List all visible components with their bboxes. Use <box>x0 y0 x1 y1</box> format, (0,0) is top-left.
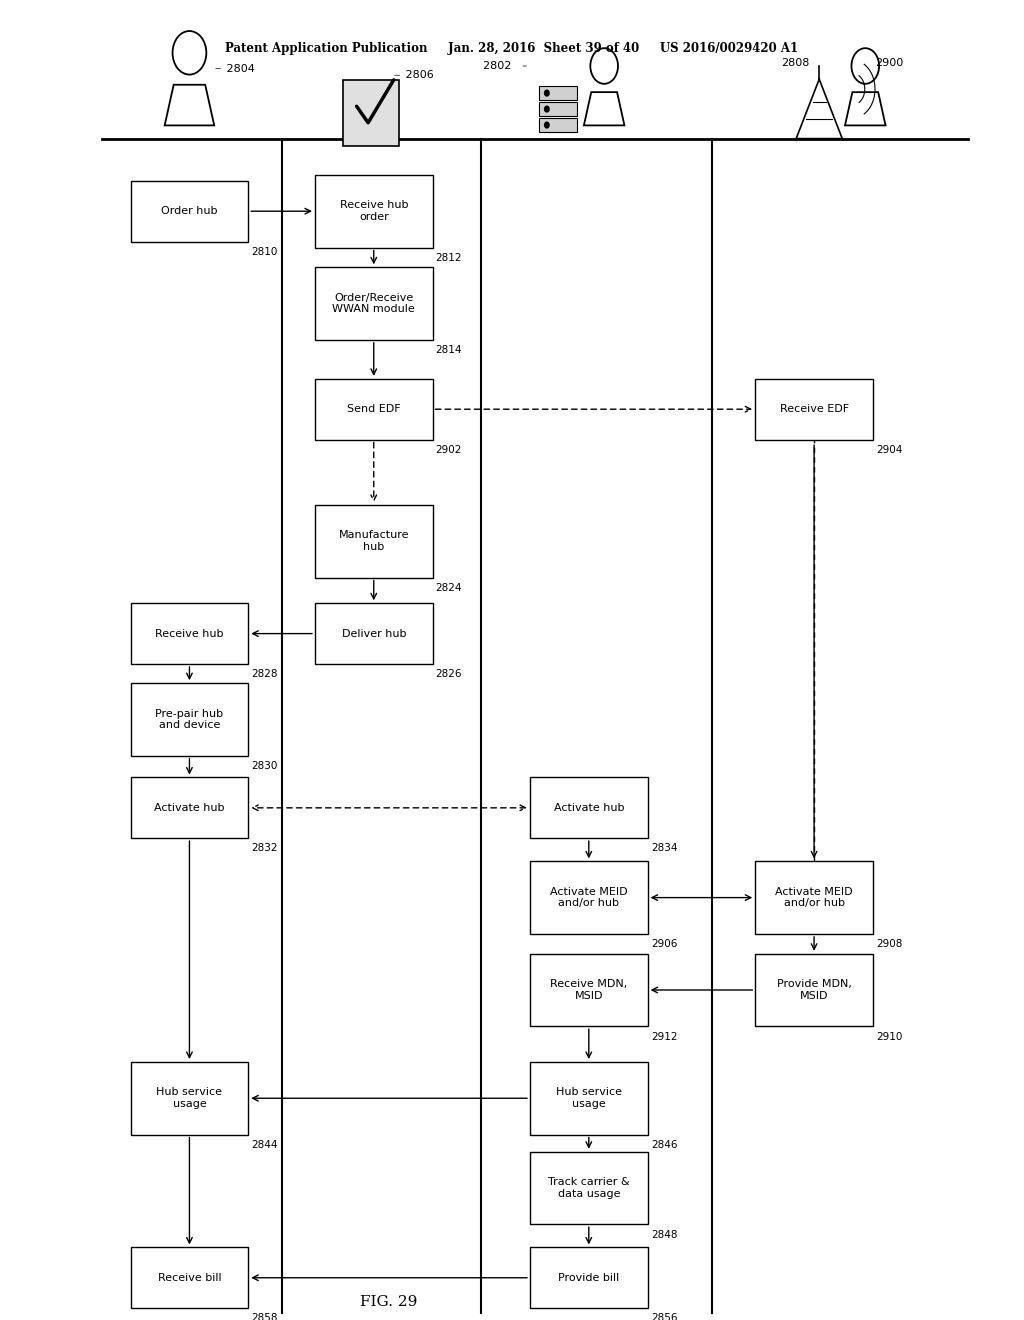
Bar <box>530 1061 647 1134</box>
Text: 2812: 2812 <box>436 253 462 263</box>
Text: Receive EDF: Receive EDF <box>779 404 849 414</box>
Text: Receive MDN,
MSID: Receive MDN, MSID <box>550 979 628 1001</box>
Text: 2832: 2832 <box>252 843 278 854</box>
Text: Receive hub: Receive hub <box>156 628 223 639</box>
Text: 2858: 2858 <box>252 1313 278 1320</box>
Bar <box>530 862 647 935</box>
Bar <box>131 1247 248 1308</box>
Text: Receive hub
order: Receive hub order <box>340 201 408 222</box>
Text: Patent Application Publication     Jan. 28, 2016  Sheet 39 of 40     US 2016/002: Patent Application Publication Jan. 28, … <box>225 42 799 55</box>
Bar <box>131 777 248 838</box>
Text: FIG. 29: FIG. 29 <box>360 1295 418 1309</box>
Text: 2828: 2828 <box>252 669 278 680</box>
Text: 2908: 2908 <box>877 940 902 949</box>
Circle shape <box>545 90 549 96</box>
Text: Hub service
usage: Hub service usage <box>556 1088 622 1109</box>
Text: 2904: 2904 <box>877 445 902 455</box>
Bar <box>530 1151 647 1225</box>
Text: 2808: 2808 <box>781 58 810 69</box>
Text: Provide bill: Provide bill <box>558 1272 620 1283</box>
Text: 2848: 2848 <box>651 1230 677 1239</box>
Text: Order/Receive
WWAN module: Order/Receive WWAN module <box>333 293 415 314</box>
Text: 2910: 2910 <box>877 1032 902 1041</box>
Text: 2802: 2802 <box>483 61 515 71</box>
Text: Hub service
usage: Hub service usage <box>157 1088 222 1109</box>
Bar <box>756 862 872 935</box>
Bar <box>315 174 432 248</box>
Text: 2826: 2826 <box>436 669 462 680</box>
Bar <box>315 267 432 339</box>
Bar <box>342 79 398 145</box>
Text: 2856: 2856 <box>651 1313 677 1320</box>
Circle shape <box>545 123 549 128</box>
Text: 2810: 2810 <box>252 247 278 257</box>
Bar <box>539 86 578 100</box>
Circle shape <box>545 106 549 112</box>
Text: 2844: 2844 <box>252 1139 278 1150</box>
Bar <box>131 181 248 242</box>
Text: Deliver hub: Deliver hub <box>342 628 406 639</box>
Bar <box>756 953 872 1027</box>
Text: 2834: 2834 <box>651 843 677 854</box>
Text: 2830: 2830 <box>252 760 278 771</box>
Bar <box>131 1061 248 1134</box>
Bar <box>315 603 432 664</box>
Bar <box>530 953 647 1027</box>
Text: Activate hub: Activate hub <box>554 803 624 813</box>
Bar <box>315 504 432 578</box>
Text: Activate MEID
and/or hub: Activate MEID and/or hub <box>775 887 853 908</box>
Bar <box>539 117 578 132</box>
Text: Track carrier &
data usage: Track carrier & data usage <box>548 1177 630 1199</box>
Text: Provide MDN,
MSID: Provide MDN, MSID <box>776 979 852 1001</box>
Text: 2824: 2824 <box>436 583 462 593</box>
Bar <box>315 379 432 440</box>
Bar <box>131 684 248 755</box>
Text: 2804: 2804 <box>223 63 255 74</box>
Text: 2814: 2814 <box>436 345 462 355</box>
Text: Manufacture
hub: Manufacture hub <box>339 531 409 552</box>
Text: 2902: 2902 <box>436 445 462 455</box>
Text: 2912: 2912 <box>651 1032 677 1041</box>
Bar <box>539 102 578 116</box>
Text: Activate MEID
and/or hub: Activate MEID and/or hub <box>550 887 628 908</box>
Text: Receive bill: Receive bill <box>158 1272 221 1283</box>
Bar <box>530 1247 647 1308</box>
Text: 2846: 2846 <box>651 1139 677 1150</box>
Text: Activate hub: Activate hub <box>155 803 224 813</box>
Text: Order hub: Order hub <box>161 206 218 216</box>
Bar <box>530 777 647 838</box>
Text: Send EDF: Send EDF <box>347 404 400 414</box>
Bar <box>756 379 872 440</box>
Bar <box>131 603 248 664</box>
Text: 2906: 2906 <box>651 940 677 949</box>
Text: 2900: 2900 <box>876 58 904 69</box>
Text: Pre-pair hub
and device: Pre-pair hub and device <box>156 709 223 730</box>
Text: 2806: 2806 <box>402 70 434 81</box>
